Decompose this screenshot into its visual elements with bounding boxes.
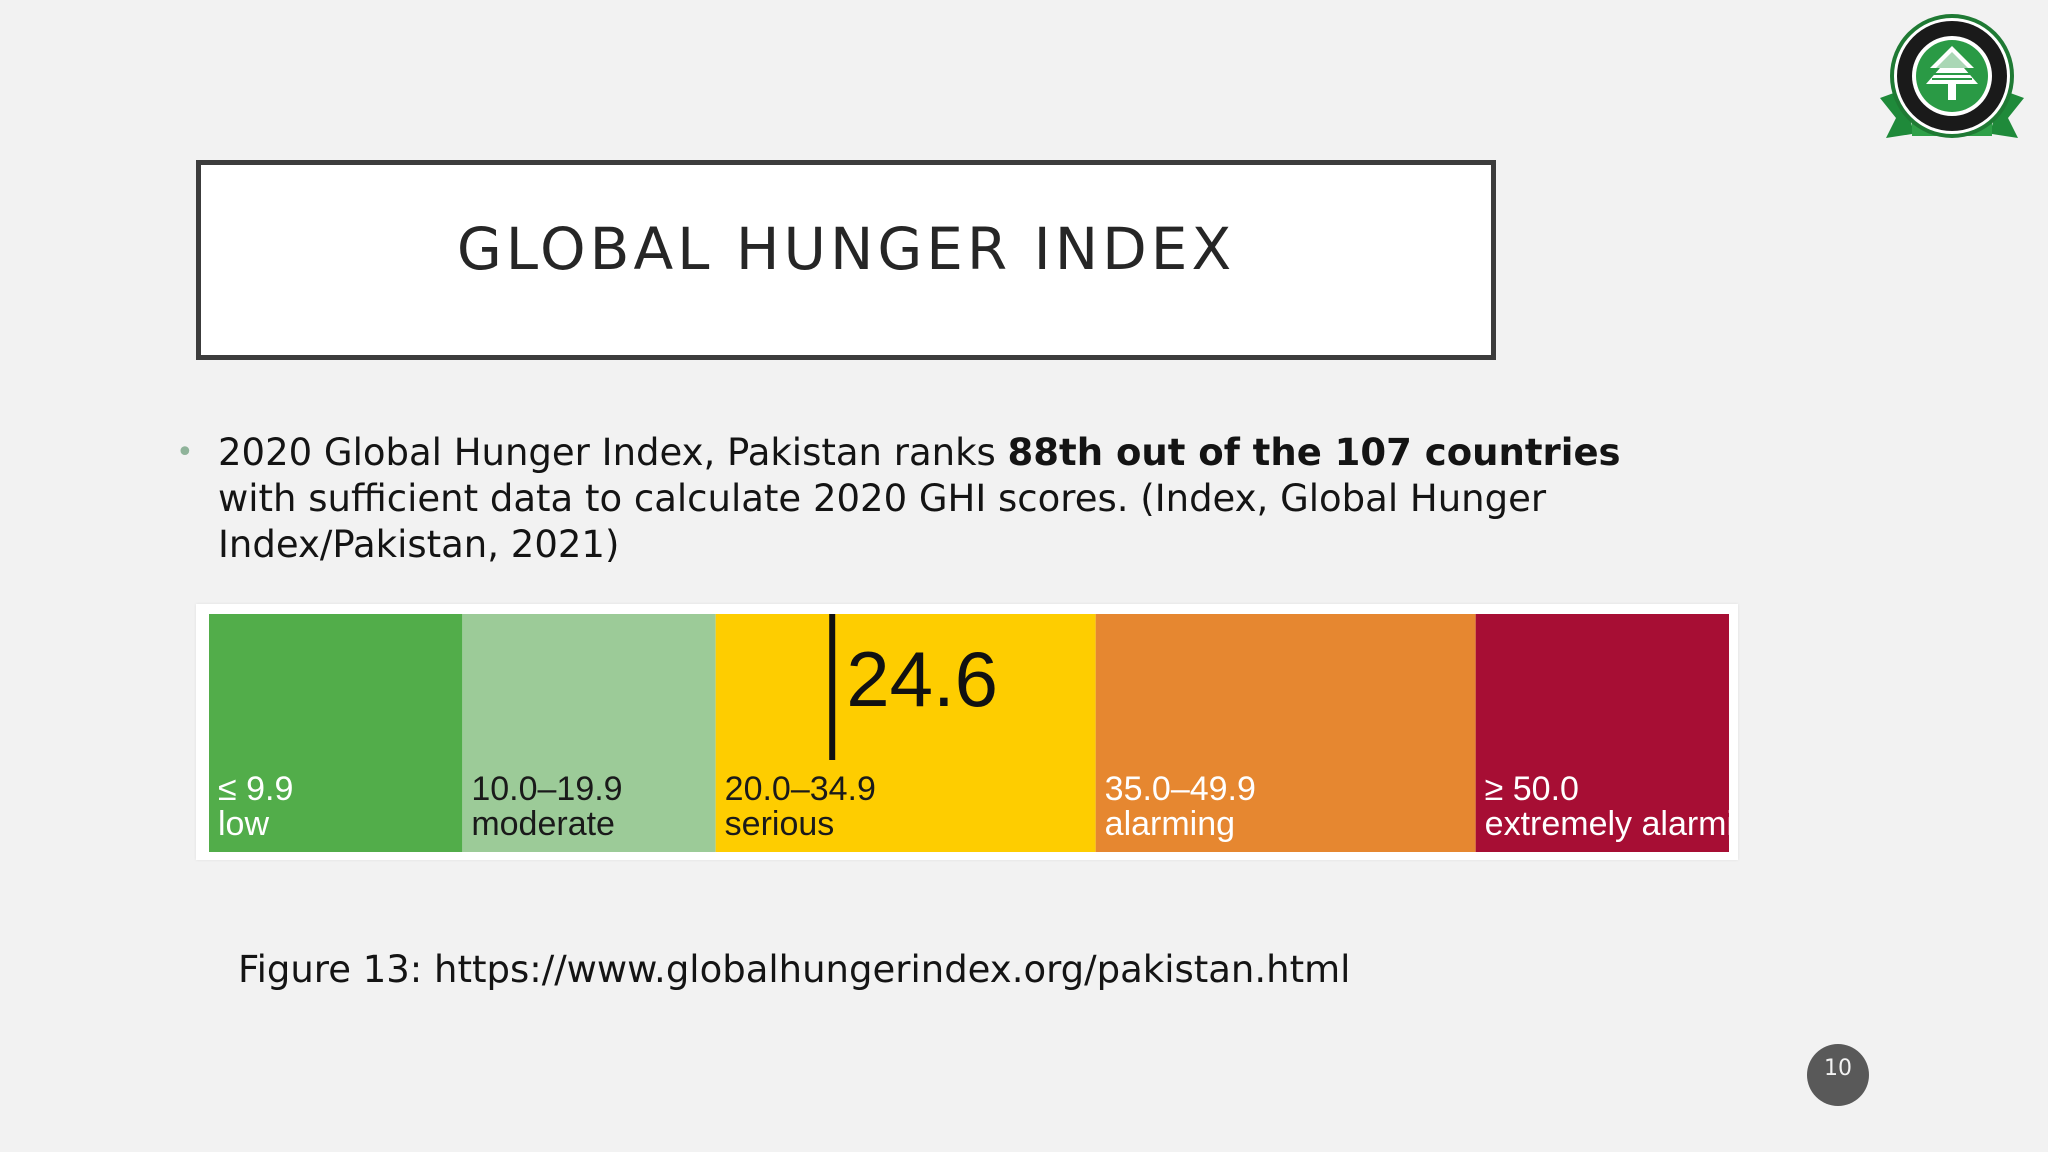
band-range-label: 20.0–34.9 [725,770,876,808]
band-category-label: extremely alarming [1485,805,1738,843]
page-number-badge: 10 [1807,1044,1869,1106]
band-extremely-alarming [1475,614,1729,852]
slide-title: GLOBAL HUNGER INDEX [456,215,1236,283]
ihbm-logo-icon [1880,14,2024,138]
band-serious [715,614,1096,852]
band-range-label: 35.0–49.9 [1105,770,1256,808]
bullet-text-bold: 88th out of the 107 countries [1007,431,1621,474]
band-category-label: alarming [1105,805,1235,843]
band-category-label: serious [725,805,835,843]
bullet-text-part2: with sufficient data to calculate 2020 G… [218,477,1141,520]
band-range-label: 10.0–19.9 [471,770,622,808]
score-marker [829,614,836,760]
band-low [209,614,463,852]
band-moderate [462,614,716,852]
title-box: GLOBAL HUNGER INDEX [196,160,1496,360]
figure-caption: Figure 13: https://www.globalhungerindex… [238,948,1351,991]
bullet-text: 2020 Global Hunger Index, Pakistan ranks… [218,430,1636,568]
bullet-citation: (Index, Global Hunger Index/Pakistan, 20… [218,477,1547,566]
band-range-label: ≤ 9.9 [218,770,293,808]
bullet-dot-icon: • [176,435,194,470]
ghi-severity-scale: ≤ 9.9 low 10.0–19.9 moderate 20.0–34.9 seriou… [196,604,1738,860]
score-value-label: 24.6 [846,635,998,723]
band-range-label: ≥ 50.0 [1485,770,1579,808]
bullet-text-part1: 2020 Global Hunger Index, Pakistan ranks [218,431,1008,474]
bullet-list: • 2020 Global Hunger Index, Pakistan ran… [176,430,1636,568]
band-category-label: low [218,805,269,843]
band-alarming [1095,614,1476,852]
band-category-label: moderate [471,805,615,843]
